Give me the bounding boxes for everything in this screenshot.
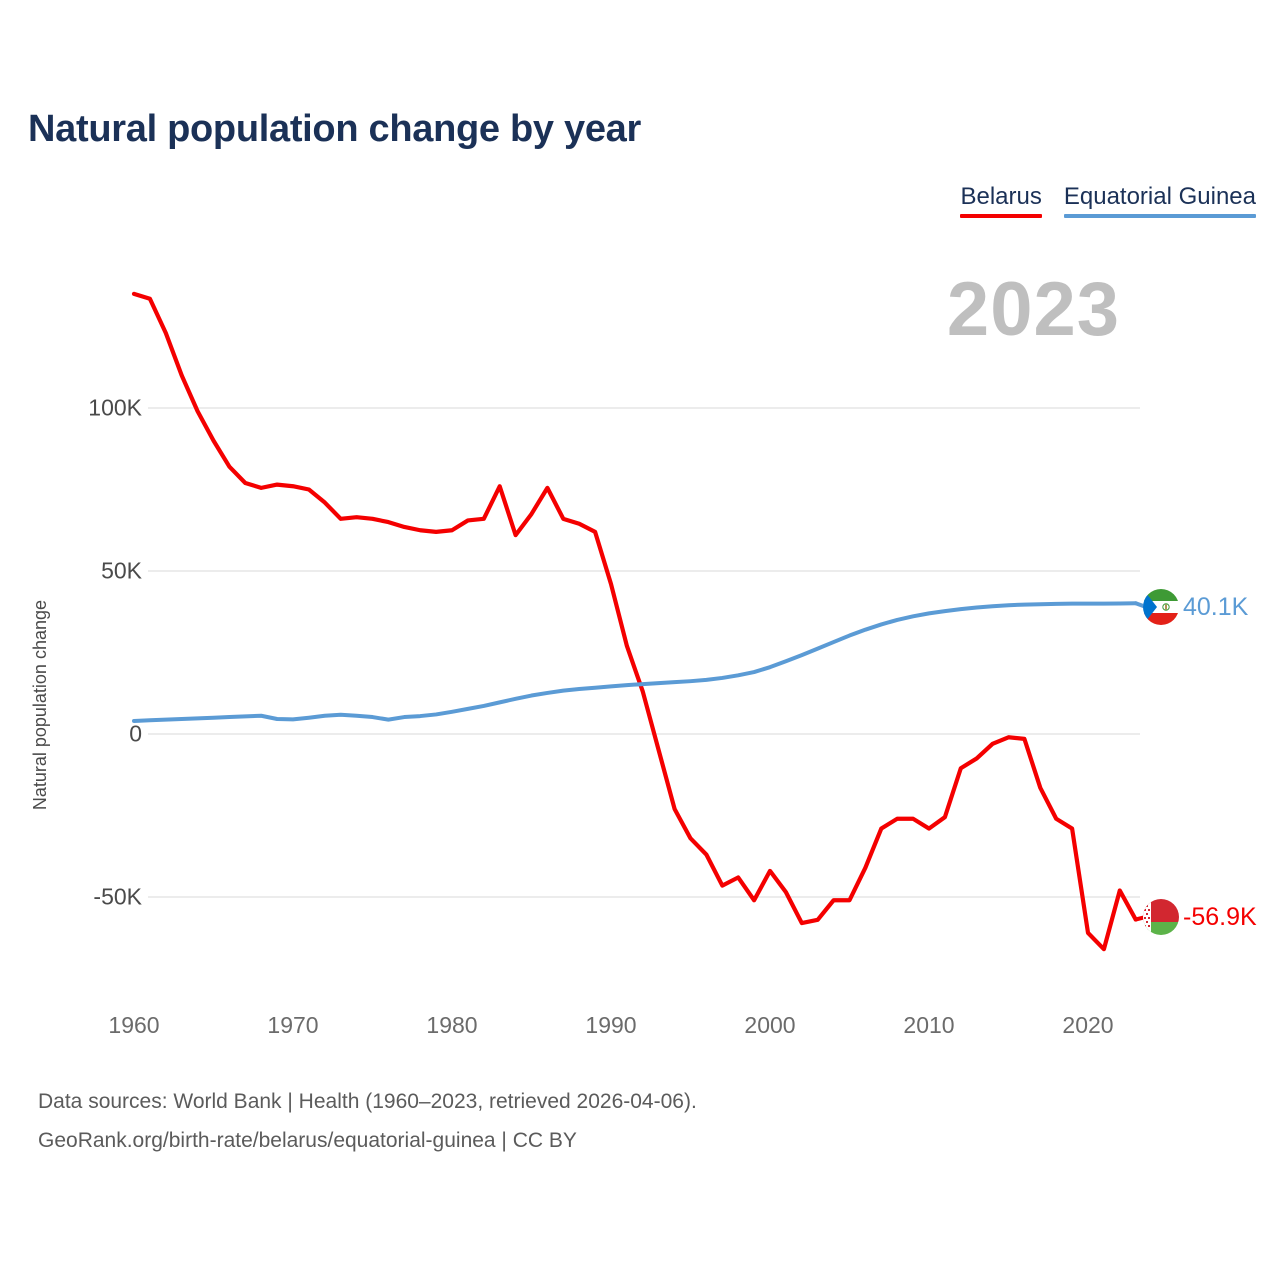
belarus-flag-icon: [1143, 899, 1179, 935]
legend-label-belarus: Belarus: [960, 183, 1042, 210]
end-value-equatorial-guinea: 40.1K: [1183, 592, 1249, 621]
legend-rule-belarus: [960, 214, 1042, 218]
end-label-equatorial-guinea: 40.1K: [1143, 589, 1248, 625]
y-axis-tick-label: 100K: [88, 394, 142, 421]
end-label-belarus: -56.9K: [1143, 899, 1257, 935]
page-title: Natural population change by year: [28, 108, 641, 150]
gridlines: [148, 407, 1140, 898]
equatorial-guinea-flag-icon: [1143, 589, 1179, 625]
legend-rule-equatorial-guinea: [1063, 214, 1256, 218]
y-axis-tick-label: 50K: [101, 557, 142, 584]
legend-item-belarus[interactable]: Belarus: [960, 183, 1042, 218]
x-axis-tick-label: 1970: [267, 1012, 319, 1038]
series-line-belarus: [131, 291, 1138, 952]
legend: Belarus Equatorial Guinea: [960, 183, 1256, 218]
x-axis-tick-label: 1990: [585, 1012, 637, 1038]
x-axis-tick-label: 1960: [108, 1012, 160, 1038]
legend-label-equatorial-guinea: Equatorial Guinea: [1063, 183, 1256, 210]
x-axis-tick-label: 2020: [1062, 1012, 1114, 1038]
series-lines: [131, 291, 1138, 952]
y-axis-tick-label: -50K: [93, 883, 142, 910]
x-axis-tick-label: 2000: [744, 1012, 796, 1038]
x-axis-tick-label: 1980: [426, 1012, 478, 1038]
footer-attribution: GeoRank.org/birth-rate/belarus/equatoria…: [38, 1129, 577, 1152]
end-value-belarus: -56.9K: [1183, 902, 1257, 931]
x-axis-tick-label: 2010: [903, 1012, 955, 1038]
footer: Data sources: World Bank | Health (1960–…: [38, 1082, 697, 1160]
year-watermark: 2023: [946, 267, 1120, 352]
footer-data-sources: Data sources: World Bank | Health (1960–…: [38, 1090, 697, 1113]
y-axis-title: Natural population change: [30, 600, 50, 811]
legend-item-equatorial-guinea[interactable]: Equatorial Guinea: [1063, 183, 1256, 218]
end-connectors: [1133, 601, 1148, 922]
y-axis-tick-label: 0: [129, 720, 142, 747]
series-line-equatorial-guinea: [132, 601, 1138, 723]
